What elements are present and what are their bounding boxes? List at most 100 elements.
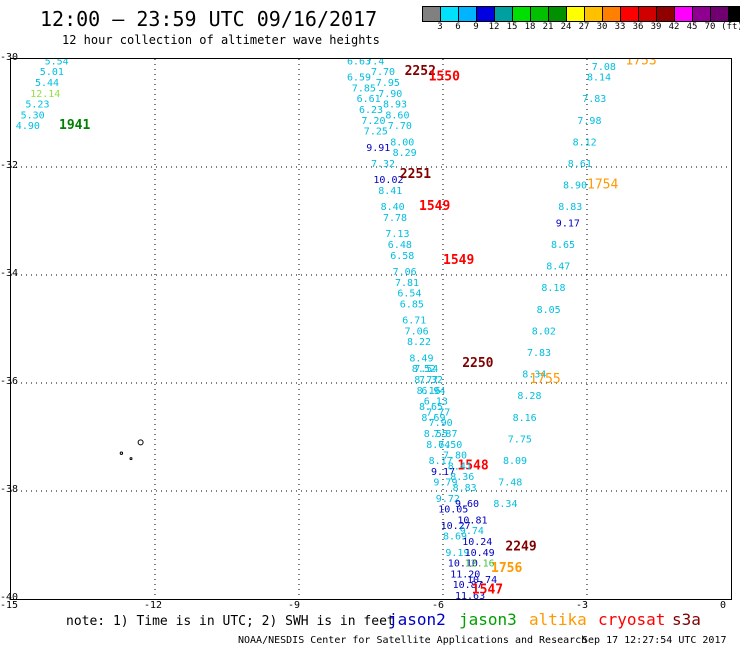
wave-height-label: 7.98 — [577, 116, 601, 127]
colorbar-swatch — [459, 7, 477, 21]
wave-height-label: 7.54 — [414, 364, 438, 375]
colorbar-label: 42 — [668, 22, 680, 32]
wave-height-label: 5.54 — [45, 59, 69, 67]
colorbar-label: 6 — [455, 22, 461, 32]
colorbar-swatch — [423, 7, 441, 21]
wave-height-label: 9.74 — [460, 526, 484, 537]
colorbar-swatch — [657, 7, 675, 21]
wave-height-label: 8.17 — [429, 456, 453, 467]
lon-tick-label: -12 — [144, 600, 163, 611]
map-plot-area[interactable]: 5.54 5.01 5.44 12.14 5.23 5.30 4.90 1941 7.4 7.70… — [10, 58, 732, 600]
wave-height-label: 8.16 — [513, 413, 537, 424]
wave-height-label: 10.27 — [441, 521, 471, 532]
mission-label-jason2: jason2 — [388, 610, 446, 629]
wave-height-label: 7.80 — [443, 451, 467, 462]
wave-height-label: 7.06 — [393, 267, 417, 278]
wave-height-label: 8.49 — [409, 353, 433, 364]
colorbar-label: 39 — [650, 22, 662, 32]
wave-height-label: 9.79 — [433, 478, 457, 489]
wave-height-label: 7.50 — [438, 440, 462, 451]
wave-height-label: 6.61 — [357, 94, 381, 105]
wave-height-label: 5.30 — [21, 110, 45, 121]
lat-tick-label: -32 — [0, 160, 19, 171]
colorbar-swatch — [675, 7, 693, 21]
pass-time-label: 1754 — [587, 178, 618, 193]
colorbar-label: 15 — [506, 22, 518, 32]
wave-height-label: 9.91 — [366, 143, 390, 154]
wave-height-label: 8.36 — [450, 472, 474, 483]
wave-height-label: 6.71 — [402, 316, 426, 327]
colorbar-swatch — [549, 7, 567, 21]
wave-height-label: 8.65 — [551, 240, 575, 251]
colorbar-swatch — [693, 7, 711, 21]
colorbar-label: 9 — [473, 22, 479, 32]
lon-tick-label: -6 — [432, 600, 445, 611]
wave-height-label: 9.17 — [556, 218, 580, 229]
colorbar-swatch — [603, 7, 621, 21]
page-subtitle: 12 hour collection of altimeter wave hei… — [62, 33, 380, 47]
wave-height-label: 10.24 — [462, 537, 492, 548]
wave-height-label: 8.69 — [443, 532, 467, 543]
wave-height-label: 9.19 — [445, 548, 469, 559]
pass-time-label: 2251 — [400, 167, 431, 182]
wave-height-label: 6.58 — [390, 251, 414, 262]
colorbar-swatch — [513, 7, 531, 21]
colorbar-swatch — [639, 7, 657, 21]
lon-tick-label: -15 — [0, 600, 19, 611]
wave-height-label: 8.05 — [537, 305, 561, 316]
pass-time-label: 2249 — [505, 539, 536, 554]
lon-tick-label: -9 — [288, 600, 301, 611]
lat-tick-label: -36 — [0, 376, 19, 387]
colorbar-label: 27 — [578, 22, 590, 32]
lat-tick-label: -40 — [0, 592, 19, 603]
wave-height-label: 8.69 — [421, 413, 445, 424]
colorbar-label: 36 — [632, 22, 644, 32]
wave-height-label: 8.14 — [587, 73, 611, 84]
wave-height-label: 7.13 — [385, 229, 409, 240]
pass-time-label: 1756 — [491, 561, 522, 576]
footer-note: note: 1) Time is in UTC; 2) SWH is in fe… — [66, 614, 395, 629]
wave-height-label: 7.4 — [366, 59, 384, 67]
pass-time-label: 1755 — [529, 372, 560, 387]
wave-height-label: 7.78 — [383, 213, 407, 224]
wave-height-label: 7.70 — [388, 121, 412, 132]
wave-height-label: 8.41 — [378, 186, 402, 197]
wave-height-label: 8.83 — [453, 483, 477, 494]
wave-height-label: 8.90 — [563, 181, 587, 192]
wave-height-label: 6.48 — [388, 240, 412, 251]
wave-height-label: 6.13 — [424, 397, 448, 408]
wave-height-label: 8.40 — [381, 202, 405, 213]
wave-height-label: 8.34 — [493, 499, 517, 510]
wave-height-label: 4.90 — [16, 121, 40, 132]
wave-height-label: 6.85 — [400, 299, 424, 310]
mission-label-cryosat: cryosat — [598, 610, 666, 629]
colorbar-swatch — [495, 7, 513, 21]
wave-height-label: 6.63 — [347, 59, 371, 67]
wave-height-label: 8.34 — [522, 370, 546, 381]
wave-height-label: 8.64 — [426, 440, 450, 451]
colorbar-legend — [422, 6, 740, 22]
pass-time-label: 1547 — [472, 583, 503, 598]
wave-height-label: 7.90 — [378, 89, 402, 100]
pass-time-label: 2250 — [462, 356, 493, 371]
mission-label-jason3: jason3 — [459, 610, 517, 629]
wave-height-label: 12.14 — [30, 89, 60, 100]
colorbar-label: 3 — [437, 22, 443, 32]
wave-height-label: 7.85 — [352, 83, 376, 94]
mission-label-s3a: s3a — [672, 610, 701, 629]
wave-height-label: 7.32 — [419, 375, 443, 386]
colorbar-label: 18 — [524, 22, 536, 32]
pass-time-label: 1941 — [59, 118, 90, 133]
pass-time-label: 1550 — [429, 70, 460, 85]
wave-height-label: 8.83 — [558, 202, 582, 213]
pass-time-label: 2252 — [405, 64, 436, 79]
lat-tick-label: -30 — [0, 52, 19, 63]
lon-tick-label: 0 — [720, 600, 727, 611]
pass-time-label: 1753 — [625, 59, 656, 68]
wave-height-label: 5.23 — [25, 100, 49, 111]
colorbar-swatch — [621, 7, 639, 21]
wave-height-label: 8.61 — [568, 159, 592, 170]
wave-height-label: 10.05 — [438, 505, 468, 516]
colorbar-swatch — [477, 7, 495, 21]
